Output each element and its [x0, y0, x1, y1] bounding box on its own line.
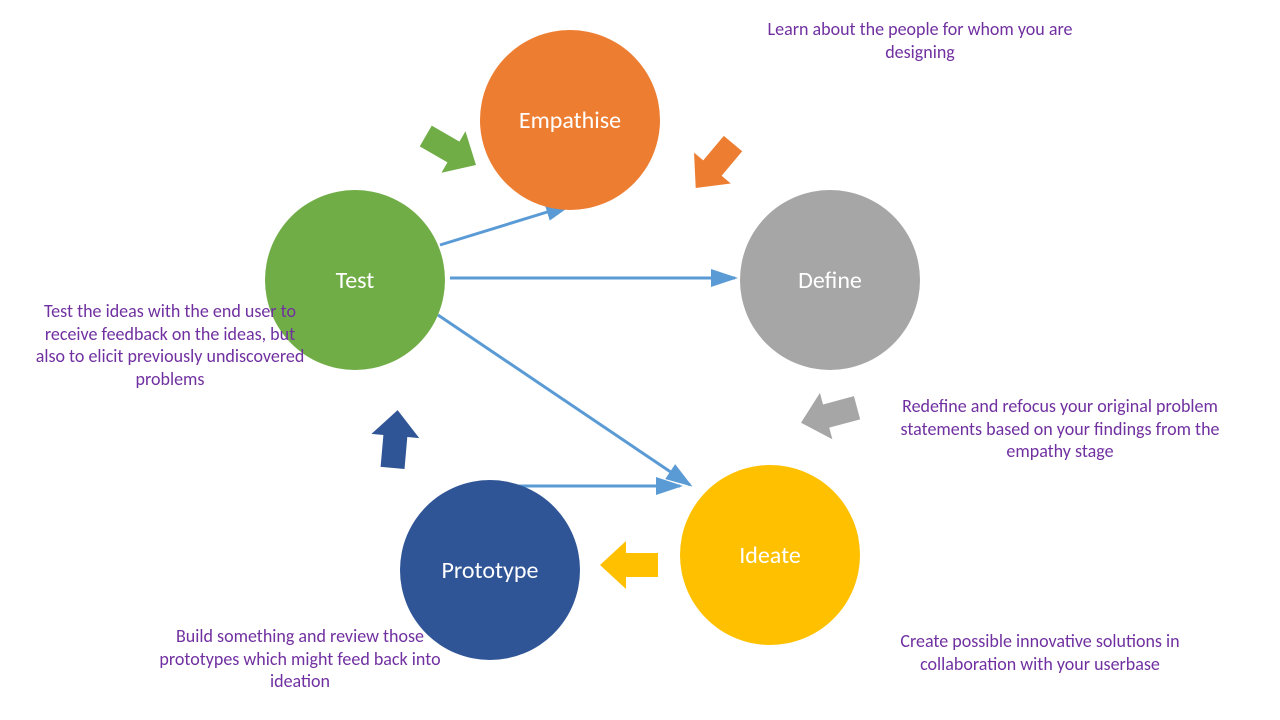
desc-empathise: Learn about the people for whom you are … — [760, 18, 1080, 63]
desc-define: Redefine and refocus your original probl… — [900, 395, 1220, 463]
desc-prototype: Build something and review those prototy… — [140, 625, 460, 693]
node-ideate: Ideate — [680, 465, 860, 645]
block-arrow-ideate-to-prototype — [600, 541, 658, 589]
thin-arrow-0 — [440, 205, 570, 245]
node-empathise: Empathise — [480, 30, 660, 210]
block-arrow-empathise-to-define — [677, 128, 751, 203]
block-arrow-prototype-to-test — [369, 408, 422, 470]
thin-arrow-2 — [438, 315, 690, 485]
desc-ideate: Create possible innovative solutions in … — [890, 630, 1190, 675]
node-define: Define — [740, 190, 920, 370]
block-arrow-define-to-ideate — [795, 385, 863, 446]
block-arrow-test-to-empathise — [414, 115, 488, 186]
desc-test: Test the ideas with the end user to rece… — [30, 300, 310, 390]
